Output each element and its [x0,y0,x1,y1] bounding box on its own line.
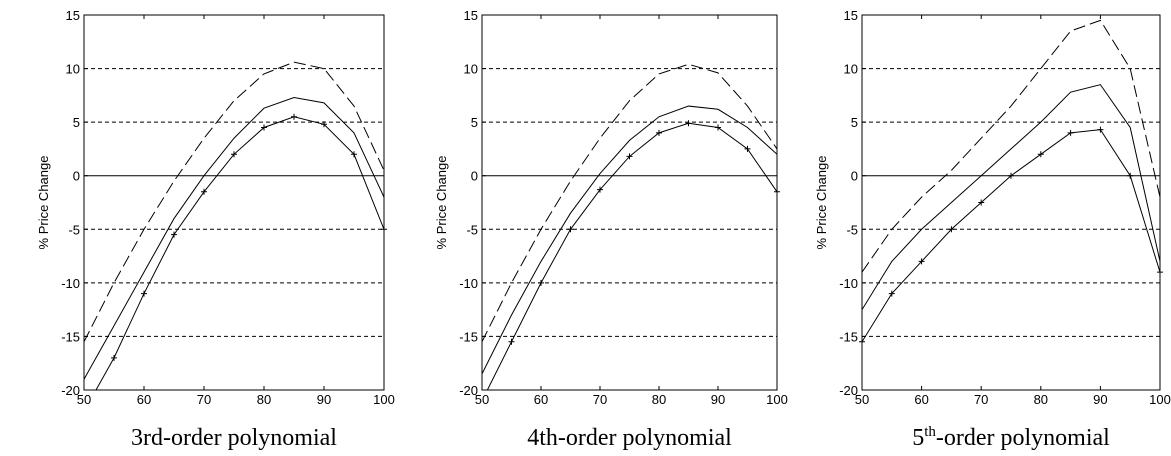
plot-frame [83,14,385,391]
caption-part: th [924,424,936,440]
x-tick-label: 50 [77,392,91,407]
plus-marker [888,290,895,297]
plus-marker [626,153,633,160]
plus-marker [567,226,574,233]
x-tick-label: 50 [855,392,869,407]
y-tick-label: 15 [464,8,478,23]
caption-part: -order polynomial [936,425,1110,451]
y-tick-label: 15 [66,8,80,23]
y-tick-label: -5 [846,222,858,237]
y-tick-label: 10 [66,62,80,77]
series-line [84,96,384,380]
plus-marker [141,290,147,297]
plus-marker [1037,151,1044,158]
plus-marker [656,129,662,136]
y-tick-label: 0 [471,169,478,184]
x-tick-label: 80 [257,392,271,407]
plus-marker [1067,129,1074,136]
plus-marker [1127,172,1134,179]
plot-frame [481,14,778,391]
y-tick-label: 10 [844,62,858,77]
plus-marker [744,145,751,152]
caption: 3rd-order polynomial [131,425,337,451]
plus-marker [381,226,387,233]
x-tick-label: 60 [137,392,151,407]
plus-marker [508,338,515,345]
plus-marker [715,124,721,131]
plus-marker [321,121,327,128]
y-tick-label: 15 [844,8,858,23]
plus-marker [291,113,297,120]
plus-marker [201,188,207,195]
x-tick-label: 70 [197,392,211,407]
y-tick-label: -20 [839,383,858,398]
x-tick-label: 60 [534,392,548,407]
y-tick-label: 0 [851,169,858,184]
y-tick-label: -10 [61,276,80,291]
y-tick-label: 5 [471,115,478,130]
x-tick-label: 90 [317,392,331,407]
y-tick-label: -10 [839,276,858,291]
plus-marker [261,124,267,131]
series-line [862,84,1160,310]
x-tick-label: 80 [652,392,666,407]
x-tick-label: 50 [475,392,489,407]
y-tick-label: 5 [73,115,80,130]
y-tick-label: -5 [466,222,478,237]
plot-frame [861,14,1161,391]
series-line [84,61,384,343]
y-tick-label: -20 [459,383,478,398]
series-line [486,122,777,390]
x-tick-label: 80 [1034,392,1048,407]
series-line [95,116,384,390]
plus-marker [351,151,357,158]
y-tick-label: -10 [459,276,478,291]
plus-marker [171,231,177,238]
series-line [482,105,777,375]
y-axis-label: % Price Change [36,156,51,250]
y-tick-label: -15 [839,329,858,344]
y-tick-label: -20 [61,383,80,398]
y-tick-label: -15 [459,329,478,344]
plus-marker [1157,269,1163,276]
plus-marker [948,226,955,233]
plus-marker [597,186,603,193]
y-tick-label: 0 [73,169,80,184]
x-tick-label: 70 [593,392,607,407]
x-tick-label: 90 [1093,392,1107,407]
plus-marker [685,120,692,127]
y-tick-label: 10 [464,62,478,77]
plus-marker [978,199,985,206]
x-tick-label: 70 [974,392,988,407]
x-tick-label: 100 [1149,392,1171,407]
plus-marker [859,338,865,345]
y-axis-label: % Price Change [434,156,449,250]
x-tick-label: 100 [766,392,788,407]
x-tick-label: 90 [711,392,725,407]
caption-part: 5 [912,425,924,451]
plus-marker [111,354,117,361]
plus-marker [1008,172,1014,179]
plus-marker [1097,126,1104,133]
caption: 4th-order polynomial [527,425,732,451]
y-tick-label: -15 [61,329,80,344]
y-axis-label: % Price Change [814,156,829,250]
series-line [482,63,777,343]
x-tick-label: 60 [914,392,928,407]
plus-marker [918,258,925,265]
y-tick-label: -5 [68,222,80,237]
plus-marker [538,279,544,286]
x-tick-label: 100 [373,392,395,407]
series-line [862,19,1160,273]
caption: 5th-order polynomial [912,424,1110,451]
series-line [862,129,1160,343]
plus-marker [231,151,237,158]
plus-marker [774,188,780,195]
y-tick-label: 5 [851,115,858,130]
